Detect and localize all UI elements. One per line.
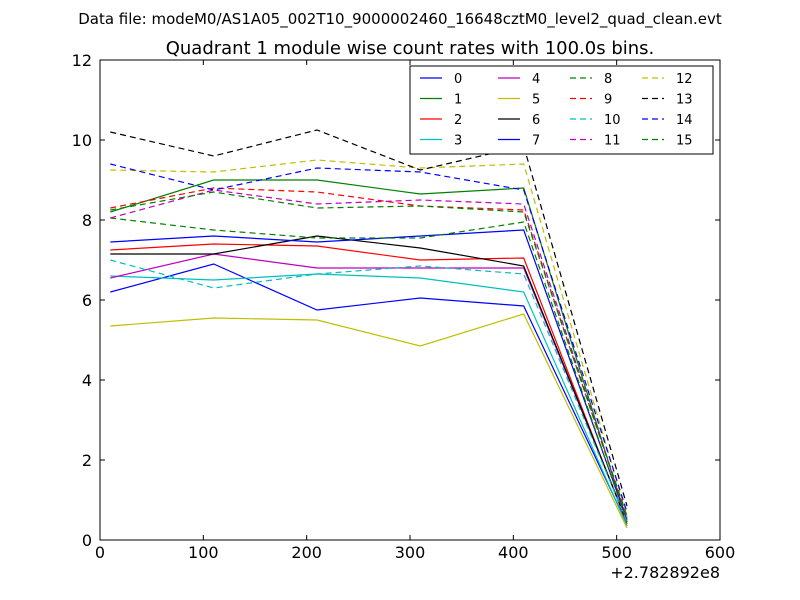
legend-entry-10: 10 — [570, 113, 621, 128]
legend-entry-9: 9 — [570, 93, 612, 108]
legend-label: 12 — [676, 72, 693, 87]
legend-label: 15 — [676, 134, 693, 149]
x-axis-offset-label: +2.782892e8 — [610, 563, 720, 582]
series-line-5 — [110, 313, 628, 529]
legend-entry-7: 7 — [498, 134, 540, 149]
chart-title: Quadrant 1 module wise count rates with … — [166, 38, 655, 59]
legend-entry-11: 11 — [570, 134, 621, 149]
y-tick-label: 12 — [72, 51, 92, 70]
legend-entry-8: 8 — [570, 72, 612, 87]
legend-label: 10 — [604, 113, 621, 128]
legend-label: 11 — [604, 134, 621, 149]
series-line-7 — [110, 229, 628, 521]
legend-label: 9 — [604, 93, 612, 108]
legend-entry-2: 2 — [420, 113, 462, 128]
x-tick-label: 400 — [498, 543, 529, 562]
series-line-10 — [110, 259, 628, 523]
legend-label: 13 — [676, 93, 693, 108]
legend-entry-1: 1 — [420, 93, 462, 108]
x-tick-labels: 0 100 200 300 400 500 600 — [95, 543, 735, 562]
y-tick-label: 0 — [82, 531, 92, 550]
series-line-4 — [110, 253, 628, 523]
series-line-3 — [110, 273, 628, 527]
legend-label: 5 — [532, 93, 540, 108]
series-line-1 — [110, 179, 628, 523]
legend-label: 3 — [454, 134, 462, 149]
series-line-13 — [110, 129, 628, 507]
series-line-14 — [110, 163, 628, 513]
series-line-12 — [110, 159, 628, 517]
x-tick-label: 200 — [291, 543, 322, 562]
legend-label: 8 — [604, 72, 612, 87]
y-tick-label: 2 — [82, 451, 92, 470]
series-line-15 — [110, 191, 628, 517]
legend-entry-12: 12 — [642, 72, 693, 87]
y-tick-label: 6 — [82, 291, 92, 310]
legend-label: 1 — [454, 93, 462, 108]
series-line-0 — [110, 263, 628, 525]
y-tick-labels: 0 2 4 6 8 10 12 — [72, 51, 92, 550]
legend-entry-13: 13 — [642, 93, 693, 108]
x-tick-label: 0 — [95, 543, 105, 562]
plot-frame — [99, 59, 721, 541]
x-tick-label: 300 — [395, 543, 426, 562]
legend-label: 2 — [454, 113, 462, 128]
legend-label: 0 — [454, 72, 462, 87]
legend-entry-14: 14 — [642, 113, 693, 128]
y-tick-label: 8 — [82, 211, 92, 230]
legend-label: 14 — [676, 113, 693, 128]
y-tick-label: 10 — [72, 131, 92, 150]
legend-entry-6: 6 — [498, 113, 540, 128]
legend-entry-4: 4 — [498, 72, 540, 87]
series-line-11 — [110, 189, 628, 519]
x-tick-label: 100 — [188, 543, 219, 562]
legend-entry-15: 15 — [642, 134, 693, 149]
legend-label: 6 — [532, 113, 540, 128]
figure-suptitle: Data file: modeM0/AS1A05_002T10_90000024… — [78, 10, 722, 29]
legend-entry-3: 3 — [420, 134, 462, 149]
legend-entry-0: 0 — [420, 72, 462, 87]
x-tick-label: 600 — [705, 543, 736, 562]
legend-label: 4 — [532, 72, 540, 87]
series-line-2 — [110, 243, 628, 525]
y-tick-label: 4 — [82, 371, 92, 390]
series-layer — [110, 129, 628, 529]
legend-entry-5: 5 — [498, 93, 540, 108]
series-line-6 — [110, 235, 628, 523]
legend-label: 7 — [532, 134, 540, 149]
x-tick-label: 500 — [601, 543, 632, 562]
series-line-9 — [110, 187, 628, 519]
